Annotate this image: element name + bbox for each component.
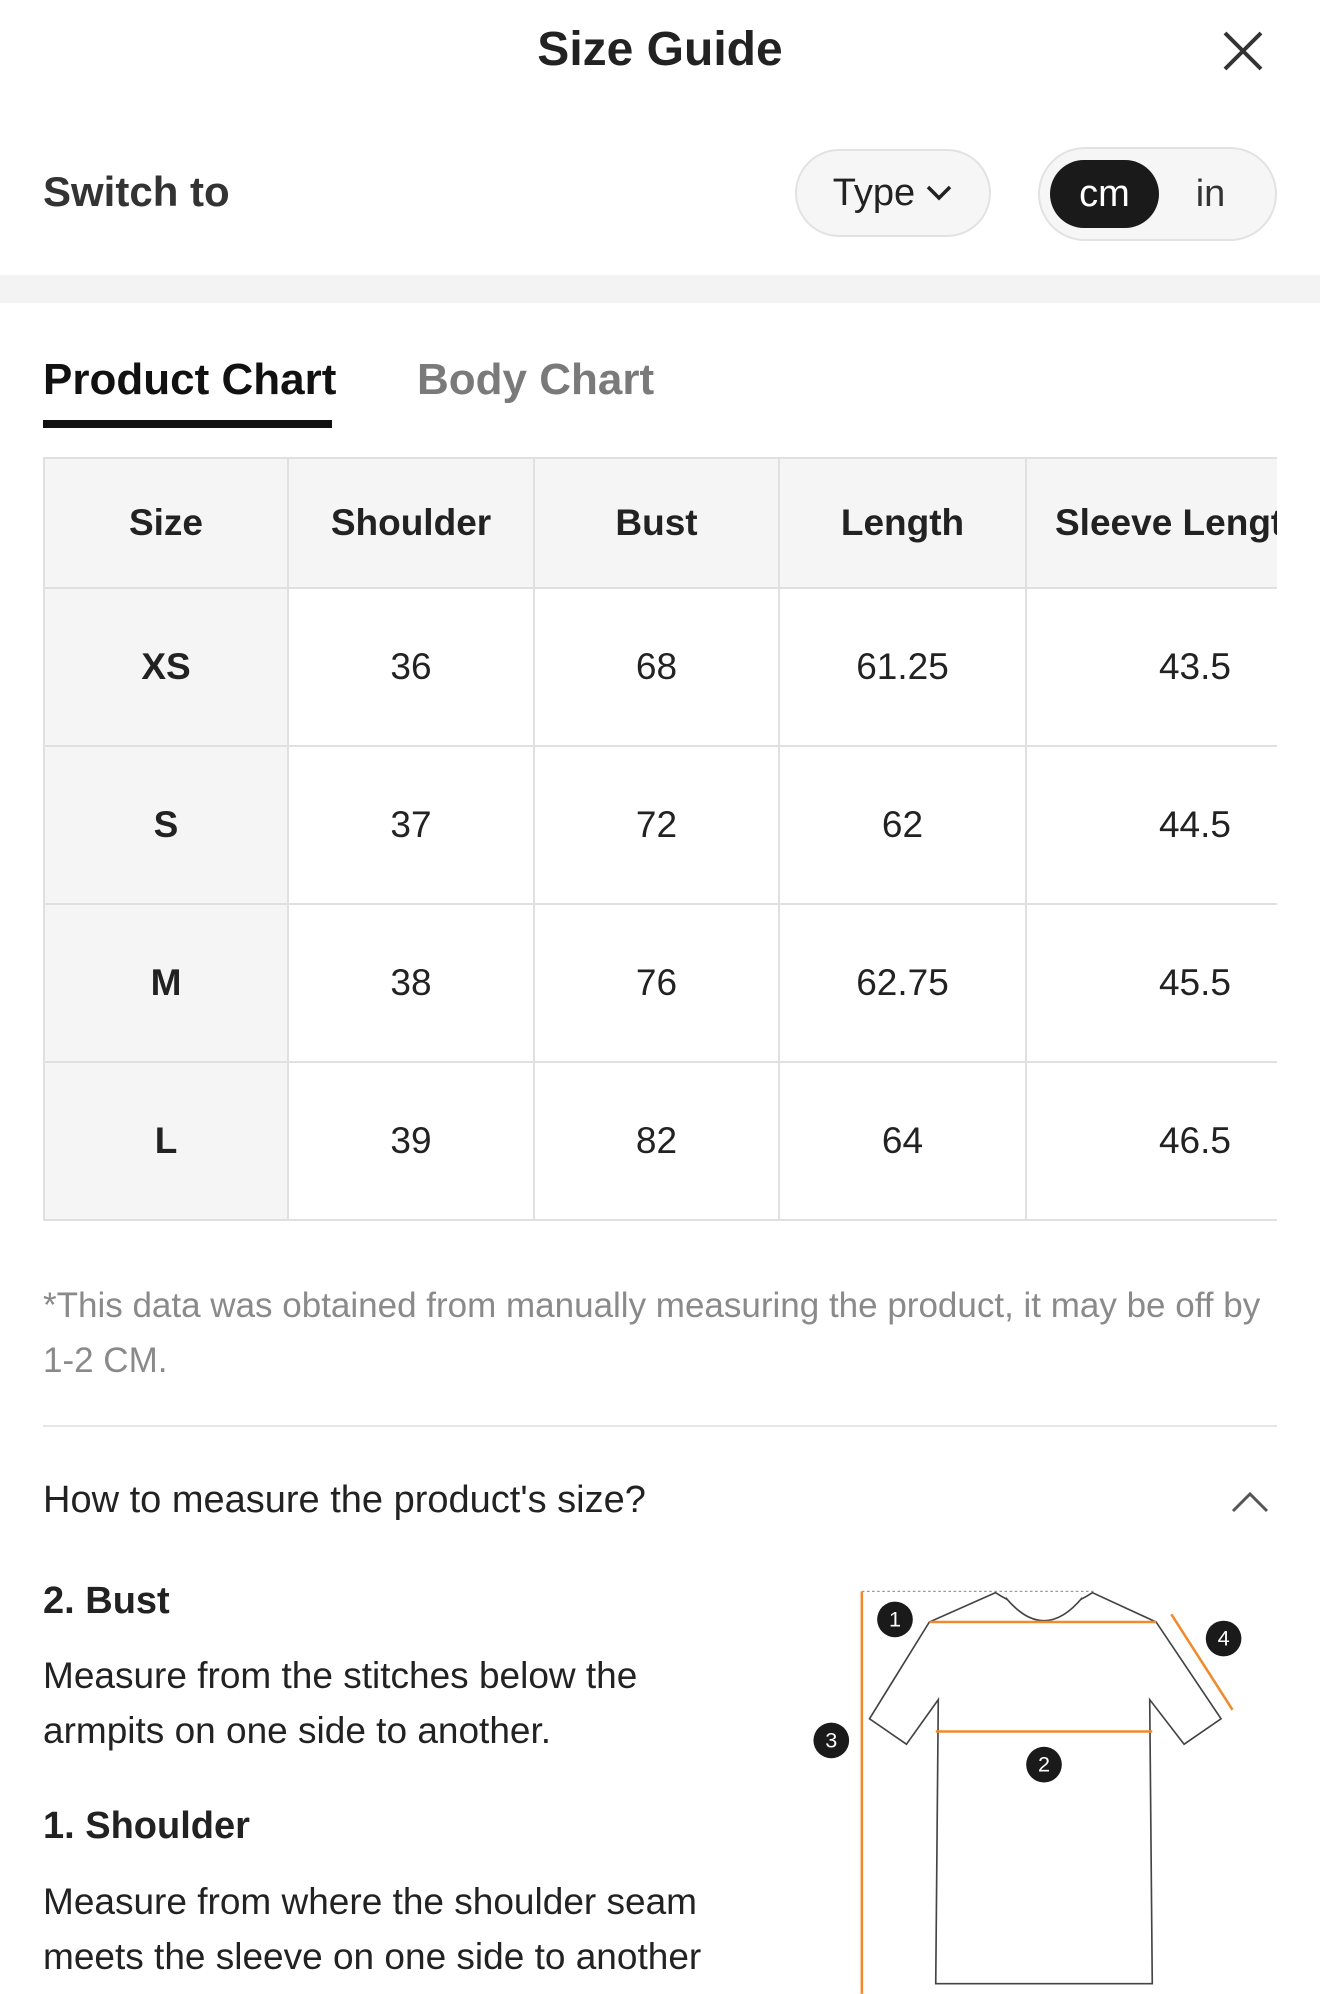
- size-cell: M: [43, 903, 289, 1063]
- value-cell: 45.5: [1025, 903, 1277, 1063]
- column-header: Length: [778, 457, 1027, 589]
- marker-dot: [1205, 1620, 1242, 1657]
- table-row: XS 36 68 61.25 43.5: [43, 587, 1277, 747]
- close-button[interactable]: [1222, 30, 1264, 72]
- value-cell: 68: [533, 587, 780, 747]
- value-cell: 64: [778, 1061, 1027, 1221]
- value-cell: 62.75: [778, 903, 1027, 1063]
- value-cell: 72: [533, 745, 780, 905]
- type-label: Type: [832, 171, 916, 214]
- separator: [0, 275, 1320, 303]
- value-cell: 36: [287, 587, 535, 747]
- item-text: Measure from the stitches below the armp…: [43, 1655, 638, 1751]
- column-header: Shoulder: [287, 457, 535, 589]
- tab-underline: [43, 420, 332, 428]
- note: *This data was obtained from manually me…: [43, 1286, 1261, 1380]
- value-cell: 38: [287, 903, 535, 1063]
- table-row: S 37 72 62 44.5: [43, 745, 1277, 905]
- type-dropdown[interactable]: Type: [795, 149, 991, 237]
- size-cell: L: [43, 1061, 289, 1221]
- title: Size Guide: [537, 23, 783, 76]
- marker-number: 4: [1218, 1626, 1230, 1651]
- tab-product[interactable]: Product Chart: [43, 355, 337, 404]
- value-cell: 82: [533, 1061, 780, 1221]
- value-cell: 43.5: [1025, 587, 1277, 747]
- marker-number: 1: [889, 1606, 901, 1631]
- value-cell: 76: [533, 903, 780, 1063]
- table-row: L 39 82 64 46.5: [43, 1061, 1277, 1221]
- column-header: Sleeve Length: [1025, 457, 1277, 589]
- measure-diagram: 1 2 3 4: [813, 1590, 1242, 1994]
- measure-question[interactable]: How to measure the product's size?: [43, 1479, 646, 1521]
- marker-dot: [877, 1601, 913, 1638]
- chevron-down: [926, 185, 952, 201]
- switch-label: Switch to: [43, 168, 230, 215]
- divider: [43, 1425, 1277, 1427]
- value-cell: 62: [778, 745, 1027, 905]
- item-title: 1. Shoulder: [43, 1805, 250, 1847]
- column-header: Size: [43, 457, 289, 589]
- marker-dot: [813, 1722, 850, 1759]
- value-cell: 37: [287, 745, 535, 905]
- tab-body[interactable]: Body Chart: [417, 355, 655, 404]
- size-cell: XS: [43, 587, 289, 747]
- table-row: M 38 76 62.75 45.5: [43, 903, 1277, 1063]
- item-title: 2. Bust: [43, 1580, 170, 1622]
- size-cell: S: [43, 745, 289, 905]
- chevron-up[interactable]: [1230, 1490, 1270, 1514]
- unit-in[interactable]: in: [1195, 172, 1226, 215]
- value-cell: 61.25: [778, 587, 1027, 747]
- column-header: Bust: [533, 457, 780, 589]
- item-text: Measure from where the shoulder seam mee…: [43, 1881, 702, 1977]
- value-cell: 46.5: [1025, 1061, 1277, 1221]
- value-cell: 39: [287, 1061, 535, 1221]
- marker-number: 2: [1038, 1752, 1050, 1777]
- marker-dot: [1026, 1746, 1062, 1783]
- unit-cm[interactable]: cm: [1050, 160, 1159, 228]
- unit-toggle: cm in: [1038, 147, 1277, 241]
- value-cell: 44.5: [1025, 745, 1277, 905]
- marker-number: 3: [825, 1727, 837, 1752]
